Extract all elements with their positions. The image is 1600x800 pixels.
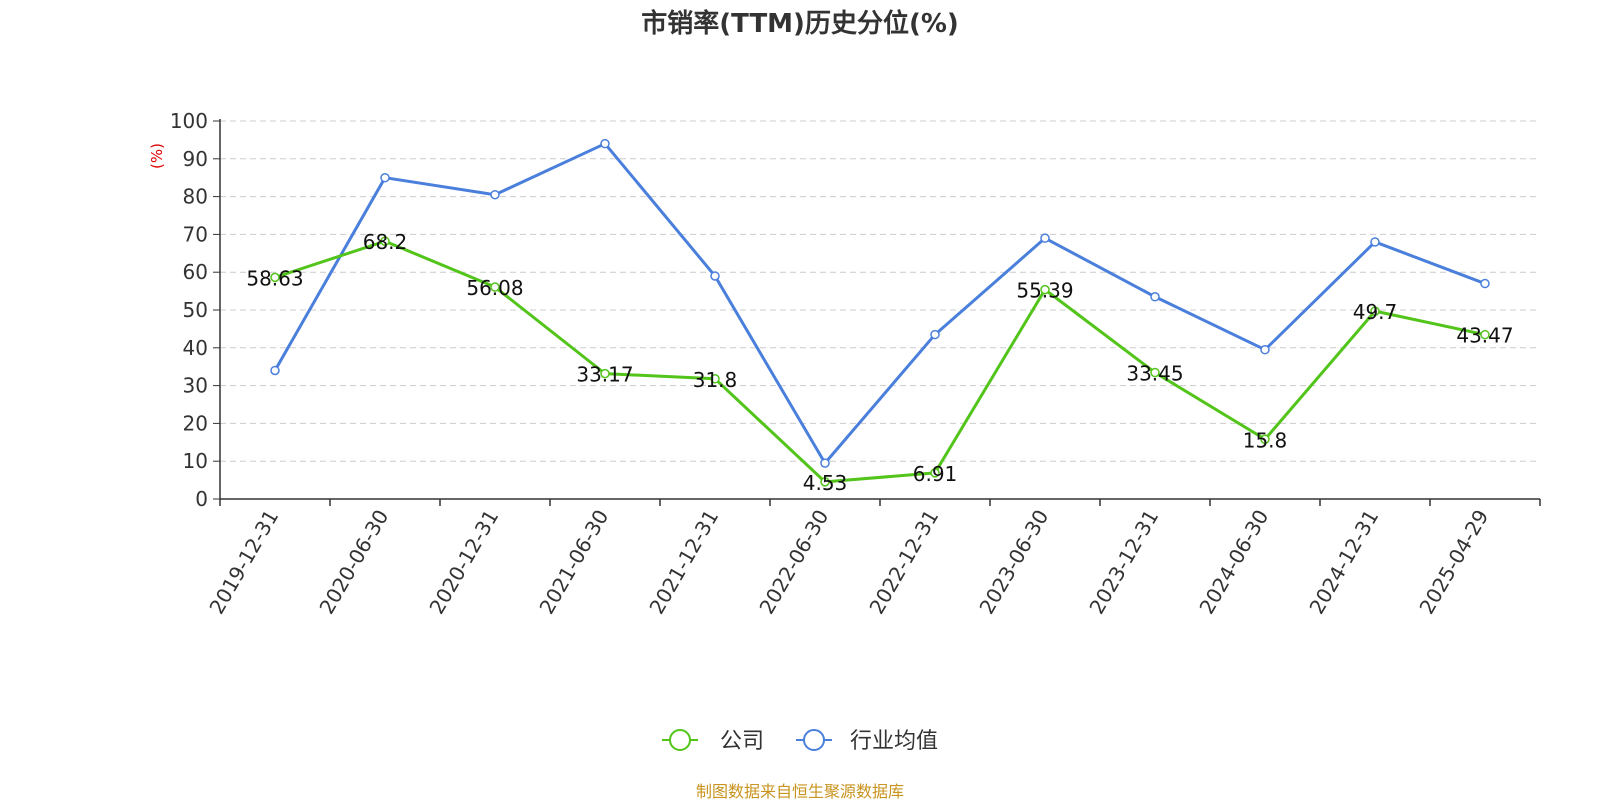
data-point-company bbox=[930, 468, 940, 478]
data-label: 55.39 bbox=[1016, 279, 1073, 303]
data-point-company bbox=[1370, 306, 1380, 316]
legend-industry-label: 行业均值 bbox=[850, 729, 938, 754]
data-point-industry-avg bbox=[1260, 344, 1270, 355]
y-tick-label: 20 bbox=[183, 411, 208, 435]
data-point-company bbox=[1040, 284, 1050, 295]
gridlines bbox=[220, 120, 1540, 462]
data-point-industry-avg bbox=[930, 329, 940, 340]
y-tick-label: 100 bbox=[170, 109, 208, 133]
data-point-industry-avg bbox=[820, 458, 830, 468]
x-tick-label: 2023-06-30 bbox=[974, 506, 1053, 619]
data-label: 33.17 bbox=[576, 363, 633, 387]
data-label: 49.7 bbox=[1353, 300, 1398, 324]
axes: 0 10 20 30 40 50 60 70 80 90 100 2019-12-31 2020-06-… bbox=[170, 109, 1541, 619]
legend-company-label: 公司 bbox=[720, 729, 764, 754]
data-point-industry-avg bbox=[600, 138, 610, 149]
legend-item-company[interactable]: 公司 bbox=[662, 729, 764, 754]
data-point-company bbox=[1150, 367, 1160, 378]
x-tick-label: 2022-12-31 bbox=[864, 506, 943, 619]
y-tick-label: 60 bbox=[183, 260, 208, 284]
legend-industry-marker bbox=[803, 729, 825, 751]
x-tick-label: 2020-12-31 bbox=[424, 506, 503, 619]
data-point-company bbox=[380, 236, 390, 246]
y-axis-unit-label: (%) bbox=[148, 143, 166, 169]
data-point-company bbox=[490, 282, 500, 292]
data-label: 58.63 bbox=[246, 266, 303, 290]
y-tick-label: 90 bbox=[183, 147, 208, 171]
x-tick-label: 2024-06-30 bbox=[1194, 506, 1273, 619]
data-label: 31.8 bbox=[693, 368, 738, 392]
source-note: 制图数据来自恒生聚源数据库 bbox=[696, 782, 904, 800]
x-tick-label: 2021-06-30 bbox=[534, 506, 613, 619]
y-tick-label: 80 bbox=[183, 185, 208, 209]
data-point-company bbox=[1480, 329, 1490, 340]
data-label: 4.53 bbox=[803, 471, 848, 495]
series-line-industry-avg bbox=[273, 142, 1486, 465]
data-point-industry-avg bbox=[1370, 237, 1380, 247]
data-point-company bbox=[600, 368, 610, 379]
x-tick-label: 2020-06-30 bbox=[314, 506, 393, 619]
x-tick-label: 2022-06-30 bbox=[754, 506, 833, 619]
data-point-industry-avg bbox=[710, 271, 720, 281]
legend-item-industry-avg[interactable]: 行业均值 bbox=[796, 729, 938, 754]
legend-company-marker bbox=[669, 729, 691, 751]
data-point-company bbox=[270, 272, 280, 283]
x-tick-label: 2019-12-31 bbox=[204, 506, 283, 619]
y-tick-label: 40 bbox=[183, 336, 208, 360]
series-line-company bbox=[274, 239, 1486, 484]
data-label: 68.2 bbox=[363, 230, 408, 254]
data-label: 43.47 bbox=[1456, 324, 1513, 348]
data-label: 56.08 bbox=[466, 276, 523, 300]
y-tick-label: 0 bbox=[195, 487, 208, 511]
data-point-industry-avg bbox=[490, 189, 500, 200]
data-point-industry-avg bbox=[380, 172, 390, 183]
chart-title: 市销率(TTM)历史分位(%) bbox=[641, 8, 959, 39]
data-point-industry-avg bbox=[270, 365, 280, 376]
y-tick-label: 50 bbox=[183, 298, 208, 322]
y-tick-label: 30 bbox=[183, 374, 208, 398]
x-tick-label: 2025-04-29 bbox=[1414, 506, 1493, 619]
x-tick-label: 2024-12-31 bbox=[1304, 506, 1383, 619]
x-tick-label: 2021-12-31 bbox=[644, 506, 723, 619]
data-point-industry-avg bbox=[1150, 292, 1160, 302]
x-tick-label: 2023-12-31 bbox=[1084, 506, 1163, 619]
data-point-industry-avg bbox=[1040, 233, 1050, 243]
data-point-company bbox=[1260, 434, 1270, 445]
legend: 公司 行业均值 bbox=[662, 729, 938, 754]
data-point-company bbox=[710, 374, 720, 384]
y-tick-label: 70 bbox=[183, 222, 208, 246]
series bbox=[270, 138, 1490, 487]
y-tick-label: 10 bbox=[183, 449, 208, 473]
data-label: 33.45 bbox=[1126, 362, 1183, 386]
data-labels: 58.63 68.2 56.08 33.17 31.8 4.53 6.91 55.39 33.4… bbox=[246, 230, 1513, 495]
data-point-industry-avg bbox=[1480, 278, 1490, 289]
data-point-company bbox=[820, 477, 830, 487]
data-label: 6.91 bbox=[913, 462, 958, 486]
data-label: 15.8 bbox=[1243, 428, 1288, 452]
